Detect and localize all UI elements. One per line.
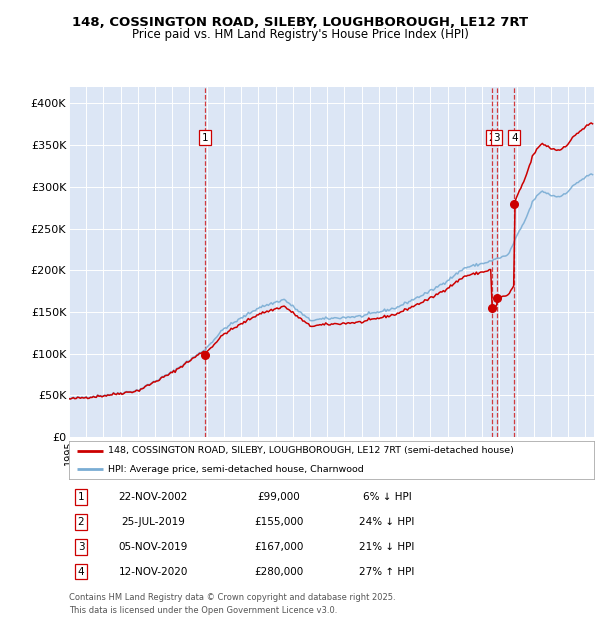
Text: 05-NOV-2019: 05-NOV-2019	[118, 542, 188, 552]
Text: £280,000: £280,000	[254, 567, 304, 577]
Text: 1: 1	[77, 492, 85, 502]
Text: 2: 2	[77, 517, 85, 527]
Text: 24% ↓ HPI: 24% ↓ HPI	[359, 517, 415, 527]
Text: 3: 3	[77, 542, 85, 552]
Text: 12-NOV-2020: 12-NOV-2020	[118, 567, 188, 577]
Text: 4: 4	[511, 133, 518, 143]
Text: 22-NOV-2002: 22-NOV-2002	[118, 492, 188, 502]
Text: 21% ↓ HPI: 21% ↓ HPI	[359, 542, 415, 552]
Text: £155,000: £155,000	[254, 517, 304, 527]
Text: £167,000: £167,000	[254, 542, 304, 552]
Text: 2: 2	[488, 133, 495, 143]
Text: Contains HM Land Registry data © Crown copyright and database right 2025.: Contains HM Land Registry data © Crown c…	[69, 593, 395, 603]
Text: This data is licensed under the Open Government Licence v3.0.: This data is licensed under the Open Gov…	[69, 606, 337, 615]
Text: 6% ↓ HPI: 6% ↓ HPI	[362, 492, 412, 502]
Text: 27% ↑ HPI: 27% ↑ HPI	[359, 567, 415, 577]
Text: 25-JUL-2019: 25-JUL-2019	[121, 517, 185, 527]
Text: HPI: Average price, semi-detached house, Charnwood: HPI: Average price, semi-detached house,…	[109, 465, 364, 474]
Text: 1: 1	[202, 133, 208, 143]
Text: Price paid vs. HM Land Registry's House Price Index (HPI): Price paid vs. HM Land Registry's House …	[131, 28, 469, 41]
Text: £99,000: £99,000	[257, 492, 301, 502]
Text: 148, COSSINGTON ROAD, SILEBY, LOUGHBOROUGH, LE12 7RT: 148, COSSINGTON ROAD, SILEBY, LOUGHBOROU…	[72, 16, 528, 29]
Text: 148, COSSINGTON ROAD, SILEBY, LOUGHBOROUGH, LE12 7RT (semi-detached house): 148, COSSINGTON ROAD, SILEBY, LOUGHBOROU…	[109, 446, 514, 455]
Text: 4: 4	[77, 567, 85, 577]
Text: 3: 3	[493, 133, 500, 143]
